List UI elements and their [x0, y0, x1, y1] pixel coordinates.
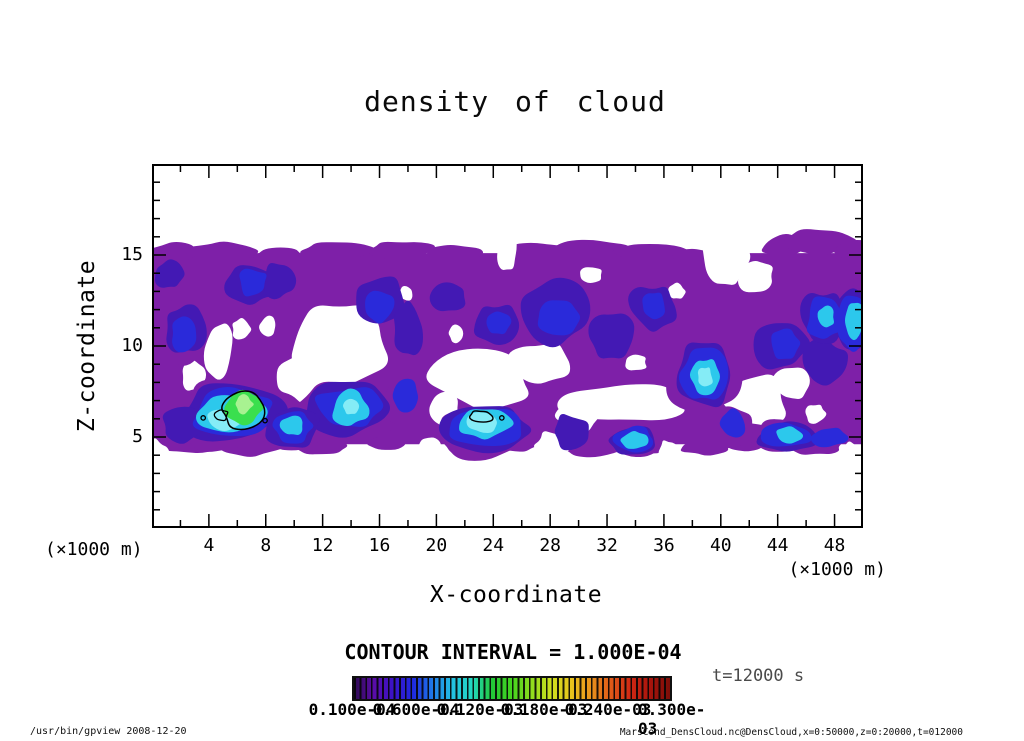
page-title: density of cloud: [364, 85, 666, 118]
x-tick-label: 36: [653, 535, 675, 556]
y-axis-unit-label: (×1000 m): [45, 539, 143, 560]
x-tick-label: 32: [596, 535, 618, 556]
x-tick-label: 40: [709, 535, 732, 556]
x-tick-label: 28: [539, 535, 561, 556]
colorbar-tick-labels: 0.100e-04 0.600e-04 0.120e-03 0.180e-03 0.24…: [300, 700, 740, 738]
contour-interval-caption: CONTOUR INTERVAL = 1.000E-04: [344, 640, 682, 664]
x-tick-label: 12: [311, 535, 334, 556]
colorbar-tick-label: 0.100e-04: [308, 700, 396, 719]
contour-plot: [152, 164, 863, 528]
x-tick-label: 4: [203, 535, 215, 556]
y-tick-label: 10: [121, 335, 143, 356]
colorbar-tick-label: 0.180e-03: [500, 700, 588, 719]
x-tick-label: 16: [368, 535, 391, 556]
x-axis-title: X-coordinate: [429, 582, 603, 608]
x-tick-label: 44: [766, 535, 789, 556]
y-axis-title: Z-coordinate: [74, 259, 100, 433]
colorbar-tick-label: 0.240e-03: [564, 700, 652, 719]
colorbar-tick-label: 0.120e-03: [436, 700, 524, 719]
x-tick-label: 8: [260, 535, 272, 556]
command-footer: /usr/bin/gpview 2008-12-20: [30, 726, 187, 737]
dataset-footer: MarsCond_DensCloud.nc@DensCloud,x=0:5000…: [619, 727, 963, 738]
y-tick-label: 5: [132, 426, 143, 447]
colorbar-tick-label: 0.300e-03: [638, 700, 706, 738]
x-tick-label: 24: [482, 535, 505, 556]
x-tick-label: 48: [823, 535, 846, 556]
time-label: t=12000 s: [712, 666, 805, 686]
x-axis-unit-label: (×1000 m): [788, 559, 886, 580]
x-tick-label: 20: [425, 535, 448, 556]
colorbar: [352, 676, 672, 701]
y-tick-label: 15: [121, 244, 143, 265]
colorbar-separators: [354, 678, 670, 699]
colorbar-tick-label: 0.600e-04: [372, 700, 460, 719]
